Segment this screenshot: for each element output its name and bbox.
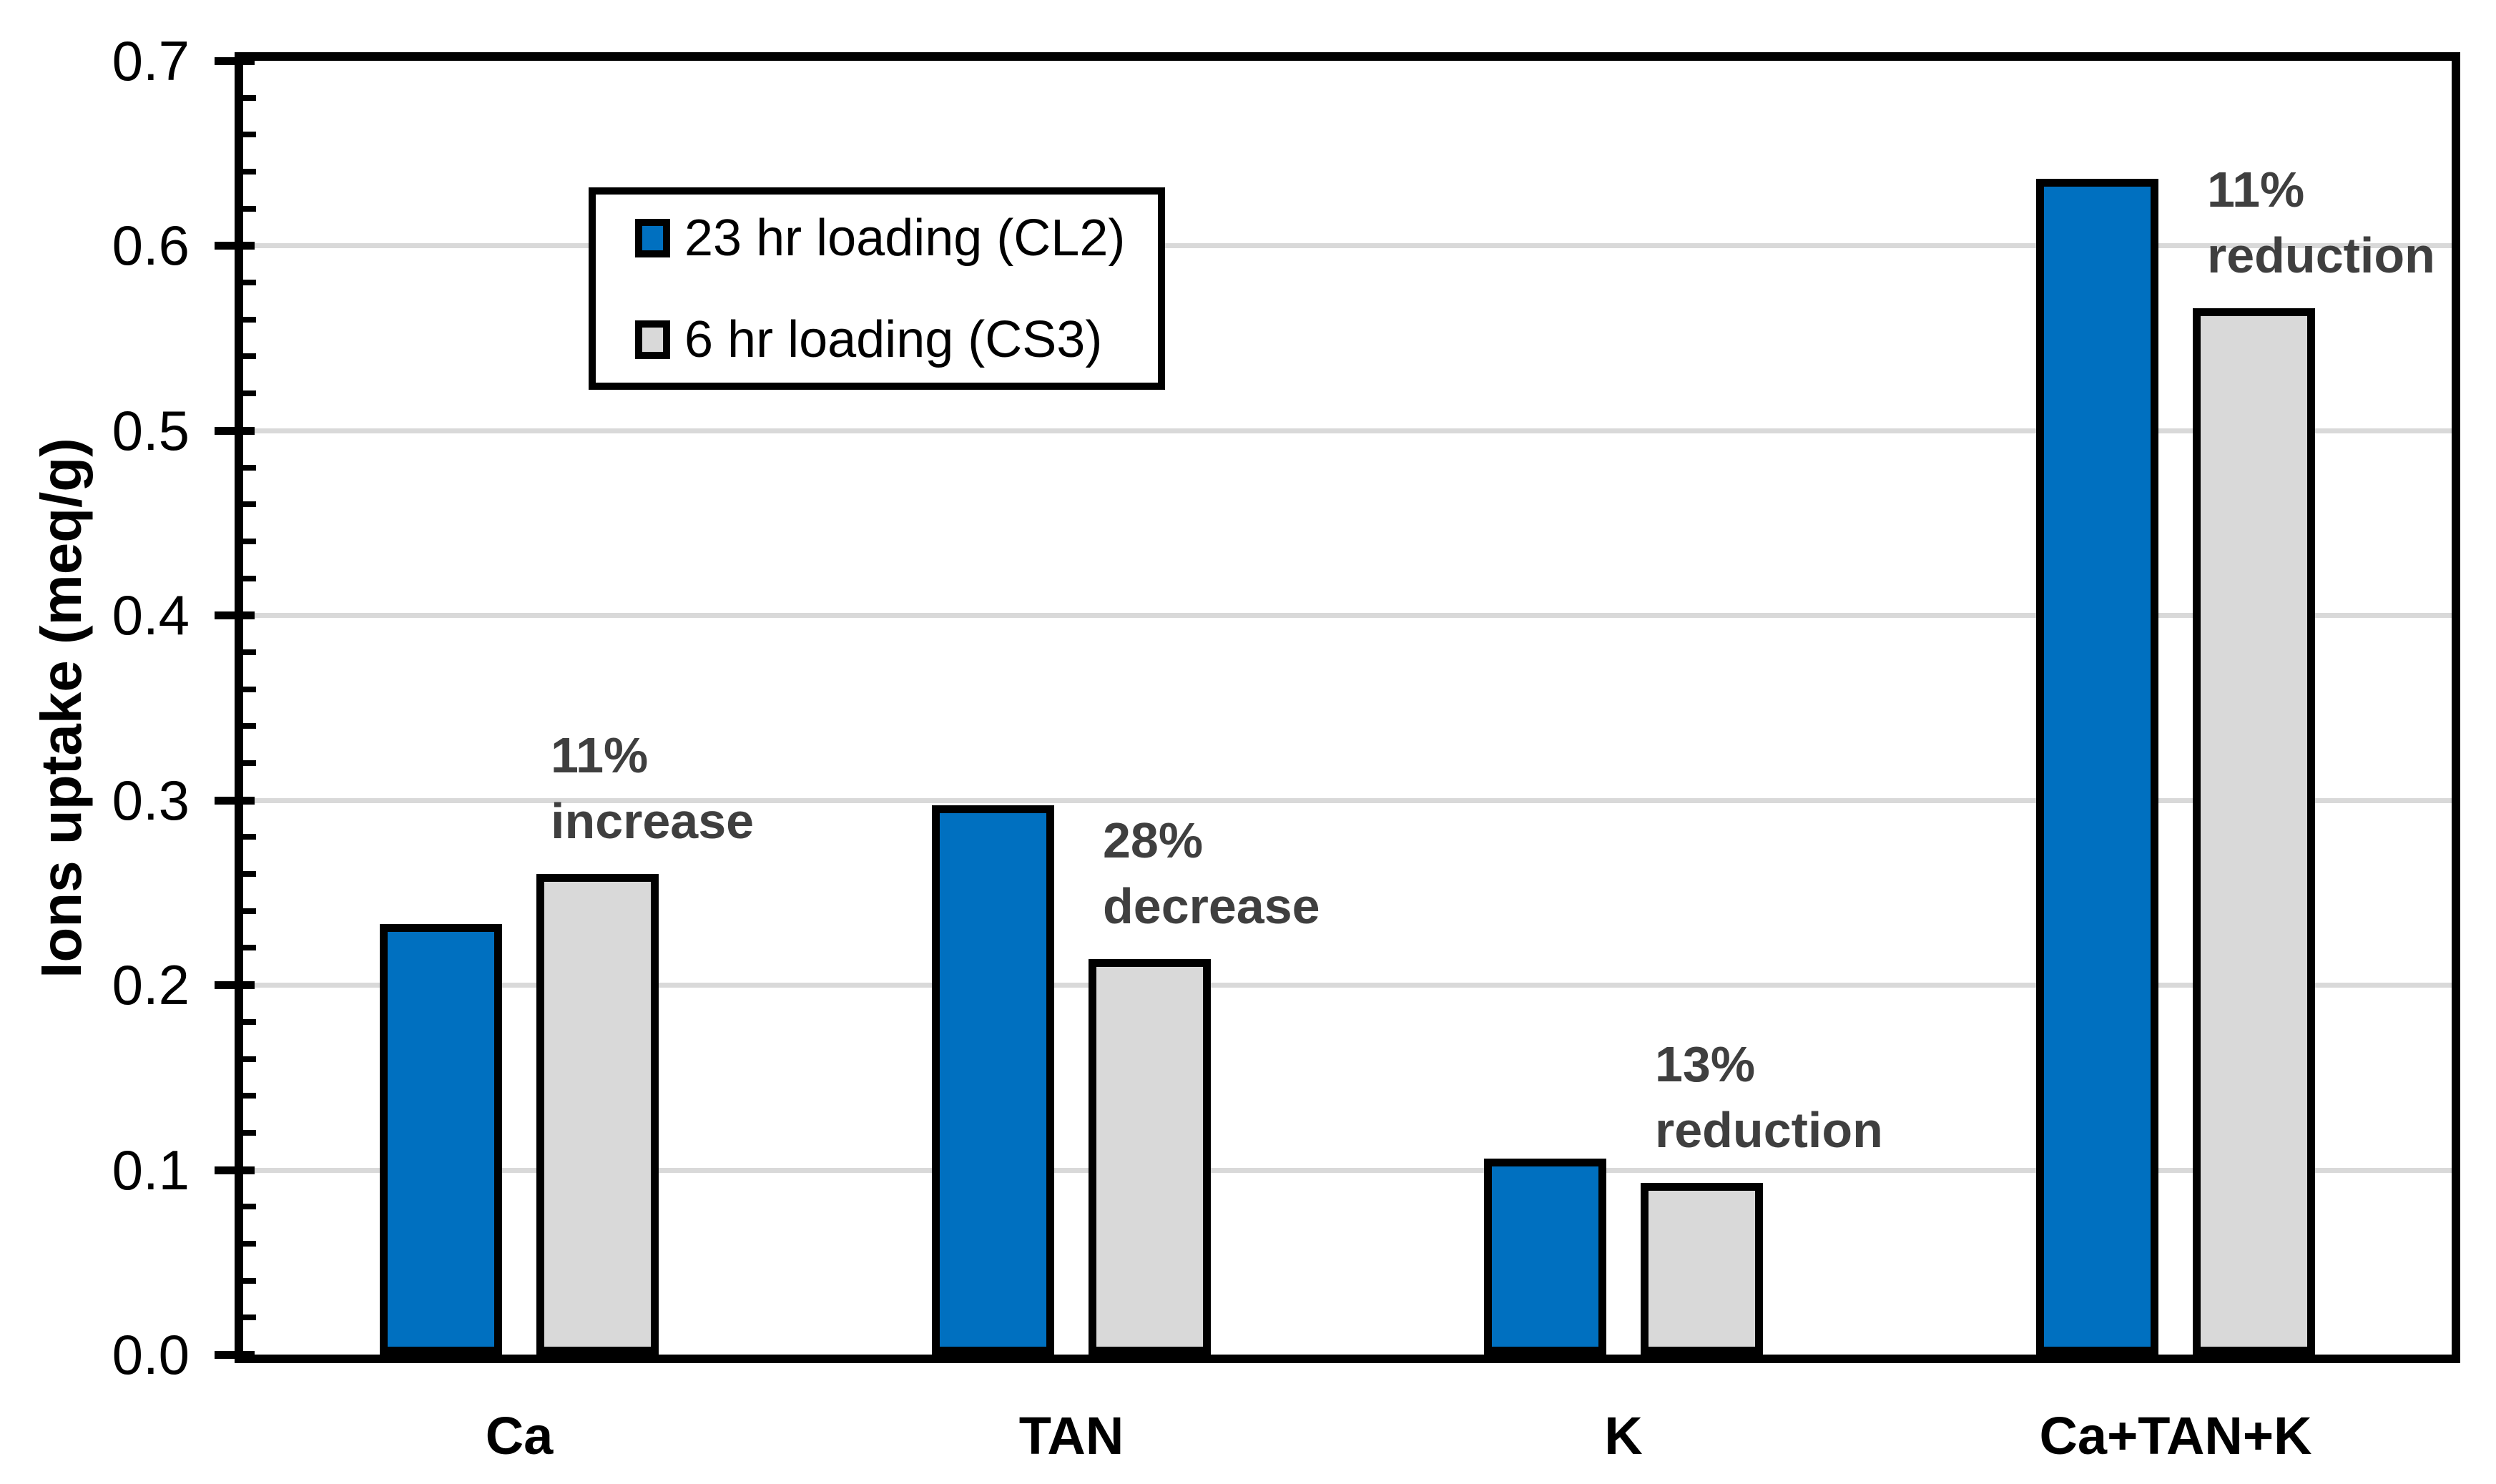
gridline-0.2 bbox=[243, 983, 2452, 988]
annotation-line-ca-tan-k-1: reduction bbox=[2207, 227, 2435, 284]
y-major-tick-0.1 bbox=[215, 1166, 255, 1174]
y-minor-tick-0.24 bbox=[243, 908, 256, 914]
legend-swatch-23-hr-loading-cl2 bbox=[635, 219, 670, 257]
y-major-tick-0.4 bbox=[215, 611, 255, 620]
category-label-ca: Ca bbox=[485, 1406, 554, 1465]
y-minor-tick-0.12 bbox=[243, 1129, 256, 1136]
y-minor-tick-0.06 bbox=[243, 1240, 256, 1247]
gridline-0.1 bbox=[243, 1167, 2452, 1173]
bar-6-hr-loading-cs3-ca bbox=[536, 874, 659, 1355]
y-minor-tick-0.18 bbox=[243, 1018, 256, 1025]
y-tick-label-0.4: 0.4 bbox=[112, 584, 190, 647]
y-minor-tick-0.36 bbox=[243, 686, 256, 692]
y-tick-label-0.5: 0.5 bbox=[112, 398, 190, 462]
gridline-0.6 bbox=[243, 243, 2452, 249]
legend-box: 23 hr loading (CL2) 6 hr loading (CS3) bbox=[589, 187, 1165, 390]
y-tick-label-0.1: 0.1 bbox=[112, 1138, 190, 1202]
y-tick-label-0.6: 0.6 bbox=[112, 214, 190, 277]
y-minor-tick-0.08 bbox=[243, 1204, 256, 1210]
y-tick-label-0.0: 0.0 bbox=[112, 1323, 190, 1386]
y-minor-tick-0.38 bbox=[243, 649, 256, 655]
gridline-0.3 bbox=[243, 797, 2452, 803]
legend-item-6-hr-loading-cs3: 6 hr loading (CS3) bbox=[635, 311, 1103, 368]
y-minor-tick-0.52 bbox=[243, 390, 256, 397]
y-major-tick-0.3 bbox=[215, 796, 255, 805]
category-label-ca-tan-k: Ca+TAN+K bbox=[2039, 1406, 2312, 1465]
legend-label-23-hr-loading-cl2: 23 hr loading (CL2) bbox=[684, 210, 1126, 267]
annotation-line-ca-0: 11% bbox=[551, 727, 649, 784]
category-label-k: K bbox=[1604, 1406, 1643, 1465]
bar-23-hr-loading-cl2-ca-tan-k bbox=[2036, 179, 2158, 1355]
annotation-ca-tan-k: 11% reduction bbox=[2207, 157, 2435, 288]
annotation-line-tan-0: 28% bbox=[1103, 812, 1204, 868]
plot-content bbox=[243, 61, 2452, 1355]
annotation-ca: 11% increase bbox=[551, 722, 754, 854]
y-minor-tick-0.02 bbox=[243, 1315, 256, 1321]
y-tick-label-0.3: 0.3 bbox=[112, 768, 190, 832]
y-minor-tick-0.58 bbox=[243, 280, 256, 286]
y-minor-tick-0.42 bbox=[243, 575, 256, 581]
y-tick-label-0.7: 0.7 bbox=[112, 29, 190, 92]
bar-6-hr-loading-cs3-ca-tan-k bbox=[2193, 308, 2315, 1355]
y-minor-tick-0.44 bbox=[243, 538, 256, 544]
y-minor-tick-0.68 bbox=[243, 94, 256, 101]
annotation-k: 13% reduction bbox=[1655, 1031, 1883, 1163]
y-minor-tick-0.46 bbox=[243, 501, 256, 508]
y-major-tick-0.2 bbox=[215, 981, 255, 990]
y-axis-title: Ions uptake (meq/g) bbox=[29, 438, 93, 978]
y-minor-tick-0.56 bbox=[243, 316, 256, 323]
y-minor-tick-0.28 bbox=[243, 834, 256, 840]
legend-item-23-hr-loading-cl2: 23 hr loading (CL2) bbox=[635, 210, 1126, 267]
y-minor-tick-0.26 bbox=[243, 871, 256, 878]
y-minor-tick-0.34 bbox=[243, 723, 256, 729]
y-minor-tick-0.16 bbox=[243, 1056, 256, 1062]
y-minor-tick-0.32 bbox=[243, 760, 256, 767]
y-minor-tick-0.14 bbox=[243, 1093, 256, 1099]
bar-23-hr-loading-cl2-k bbox=[1484, 1159, 1606, 1355]
y-minor-tick-0.22 bbox=[243, 945, 256, 951]
y-minor-tick-0.62 bbox=[243, 205, 256, 212]
bar-6-hr-loading-cs3-tan bbox=[1089, 959, 1211, 1355]
y-major-tick-0.7 bbox=[215, 57, 255, 65]
annotation-line-ca-tan-k-0: 11% bbox=[2207, 162, 2305, 218]
gridline-0.5 bbox=[243, 428, 2452, 433]
legend-swatch-6-hr-loading-cs3 bbox=[635, 320, 670, 359]
y-tick-label-0.2: 0.2 bbox=[112, 953, 190, 1017]
y-minor-tick-0.64 bbox=[243, 169, 256, 175]
y-major-tick-0.5 bbox=[215, 426, 255, 435]
y-major-tick-0.0 bbox=[215, 1351, 255, 1359]
annotation-line-k-0: 13% bbox=[1655, 1036, 1756, 1092]
legend-label-6-hr-loading-cs3: 6 hr loading (CS3) bbox=[684, 311, 1103, 368]
bar-23-hr-loading-cl2-tan bbox=[932, 805, 1054, 1355]
y-minor-tick-0.04 bbox=[243, 1277, 256, 1284]
bar-23-hr-loading-cl2-ca bbox=[380, 924, 502, 1355]
y-minor-tick-0.54 bbox=[243, 353, 256, 360]
category-label-tan: TAN bbox=[1018, 1406, 1124, 1465]
y-major-tick-0.6 bbox=[215, 242, 255, 250]
annotation-line-ca-1: increase bbox=[551, 793, 755, 850]
annotation-tan: 28% decrease bbox=[1103, 807, 1320, 939]
bar-6-hr-loading-cs3-k bbox=[1641, 1183, 1763, 1355]
gridline-0.4 bbox=[243, 613, 2452, 619]
y-minor-tick-0.48 bbox=[243, 464, 256, 471]
y-minor-tick-0.66 bbox=[243, 132, 256, 138]
annotation-line-tan-1: decrease bbox=[1103, 878, 1320, 934]
annotation-line-k-1: reduction bbox=[1655, 1101, 1883, 1158]
